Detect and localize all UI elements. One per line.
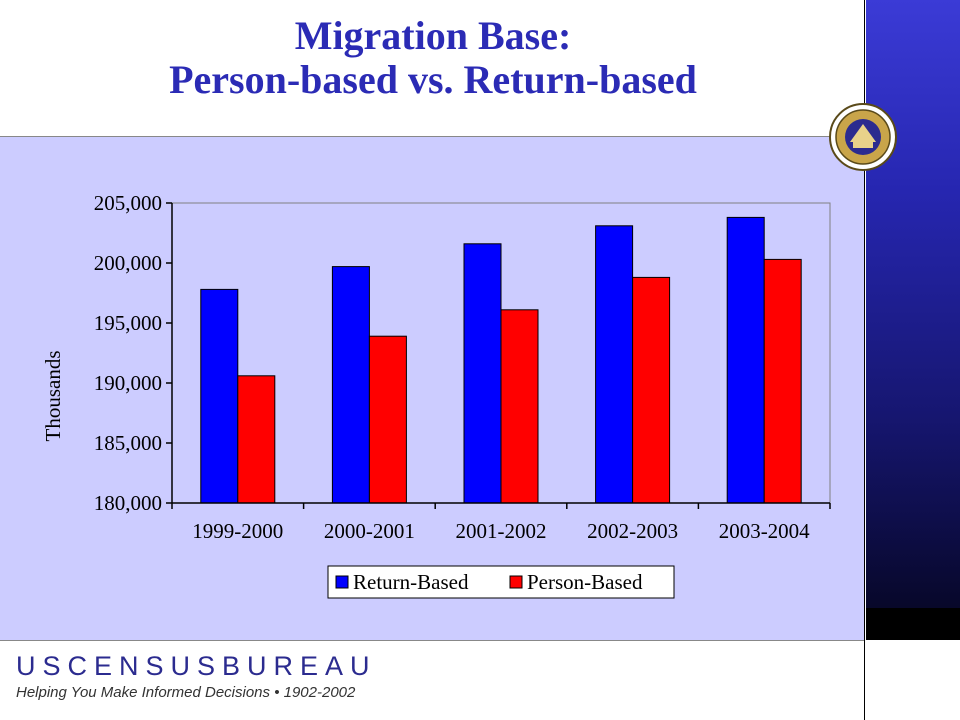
legend-box: [327, 565, 675, 599]
right-decorative-band: [866, 0, 960, 640]
x-tick-label: 2003-2004: [719, 519, 810, 543]
x-tick-label: 2000-2001: [324, 519, 415, 543]
y-tick-label: 195,000: [94, 311, 162, 335]
legend-swatch-person-based: [509, 575, 523, 589]
bar-person-based-2002-2003: [632, 276, 671, 504]
department-of-commerce-seal-icon: [829, 103, 897, 171]
bar-return-based-2001-2002: [463, 243, 502, 504]
bar-return-based-2003-2004: [726, 216, 765, 504]
bar-person-based-2003-2004: [763, 258, 802, 504]
bar-chart: 180,000 185,000 190,000 195,000 200,000 205,0…: [41, 191, 831, 599]
chart-legend: Return-Based Person-Based: [327, 565, 675, 599]
bar-return-based-2002-2003: [595, 225, 634, 504]
x-tick-label: 2002-2003: [587, 519, 678, 543]
slide-title-line-1: Migration Base:: [294, 13, 572, 58]
vertical-divider-line: [864, 0, 865, 720]
legend-label-person-based: Person-Based: [527, 570, 643, 594]
y-tick-label: 180,000: [94, 491, 162, 515]
y-axis-label: Thousands: [41, 351, 65, 442]
legend-swatch-return-based: [335, 575, 349, 589]
y-tick-label: 200,000: [94, 251, 162, 275]
x-tick-label: 2001-2002: [456, 519, 547, 543]
bar-person-based-1999-2000: [237, 375, 276, 504]
y-tick-label: 185,000: [94, 431, 162, 455]
legend-label-return-based: Return-Based: [353, 570, 469, 594]
bar-return-based-1999-2000: [200, 288, 239, 504]
census-bureau-logo: USCENSUSBUREAU: [16, 651, 377, 681]
y-tick-label: 190,000: [94, 371, 162, 395]
bar-person-based-2001-2002: [500, 309, 539, 504]
census-bureau-tagline: Helping You Make Informed Decisions • 19…: [16, 684, 356, 701]
right-band-footer-block: [866, 608, 960, 640]
x-tick-label: 1999-2000: [192, 519, 283, 543]
bar-return-based-2000-2001: [331, 266, 370, 504]
bar-person-based-2000-2001: [368, 335, 407, 504]
y-tick-label: 205,000: [94, 191, 162, 215]
slide-title-line-2: Person-based vs. Return-based: [169, 57, 697, 102]
slide-title: Migration Base: Person-based vs. Return-…: [0, 14, 866, 102]
